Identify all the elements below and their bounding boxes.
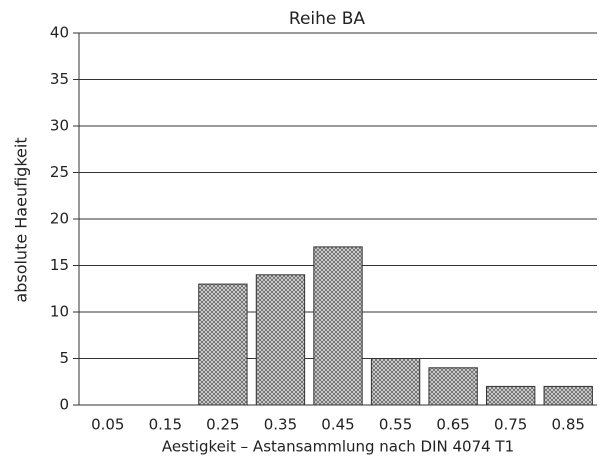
y-tick-label: 40 [50,24,69,42]
bar [543,385,593,406]
bar [255,274,306,406]
x-tick-label: 0.15 [149,416,182,434]
x-tick-label: 0.25 [206,416,239,434]
x-tick-label: 0.05 [91,416,124,434]
bar [370,358,421,406]
y-tick-label: 10 [50,303,69,321]
chart-title: Reihe BA [289,9,366,29]
y-tick-label: 20 [50,210,69,228]
bar [485,385,536,406]
y-tick-label: 35 [50,70,69,88]
y-tick-label: 5 [59,349,69,367]
y-tick-label: 30 [50,117,69,135]
x-tick-label: 0.75 [494,416,527,434]
y-axis-label: absolute Haeufigkeit [12,137,31,302]
x-tick-label: 0.85 [552,416,585,434]
bar [198,283,248,406]
x-tick-label: 0.55 [379,416,412,434]
x-tick-label: 0.65 [436,416,469,434]
bar [313,246,363,406]
y-tick-label: 25 [50,163,69,181]
x-axis-label: Aestigkeit – Astansammlung nach DIN 4074… [162,438,514,456]
bar [428,367,478,406]
y-tick-label: 15 [50,256,69,274]
x-tick-label: 0.45 [321,416,354,434]
x-tick-label: 0.35 [264,416,297,434]
y-tick-label: 0 [59,396,69,414]
